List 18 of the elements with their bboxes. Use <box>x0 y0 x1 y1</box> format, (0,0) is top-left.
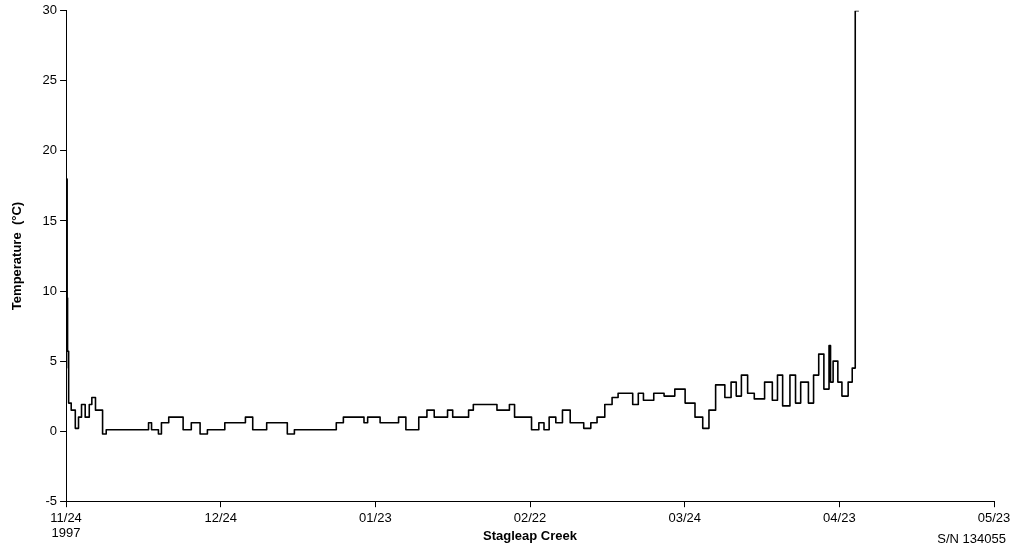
y-tick-label: 0 <box>49 422 58 438</box>
y-tick-label: 25 <box>42 72 58 88</box>
x-tick-label: 01/23 <box>359 509 392 525</box>
y-tick-label: -5 <box>45 492 58 508</box>
x-tick-label: 03/24 <box>668 509 701 525</box>
y-tick-label: 10 <box>42 282 58 298</box>
x-tick-label: 12/24 <box>204 509 237 525</box>
x-axis-title: Stagleap Creek <box>483 527 578 543</box>
text: S/N 134055 <box>937 531 1006 547</box>
y-axis-title: Temperature (°C) <box>9 201 25 311</box>
x-tick-label: 02/22 <box>513 509 547 525</box>
x-tick-label: 05/23 <box>977 509 1011 525</box>
y-tick-label: 15 <box>42 212 58 228</box>
x-tick-label: 04/23 <box>823 509 856 525</box>
y-tick-label: 20 <box>42 142 58 158</box>
y-tick-label: 5 <box>49 352 58 368</box>
y-tick-label: 30 <box>42 2 58 18</box>
x-tick-label: 11/24 1997 <box>50 509 82 541</box>
